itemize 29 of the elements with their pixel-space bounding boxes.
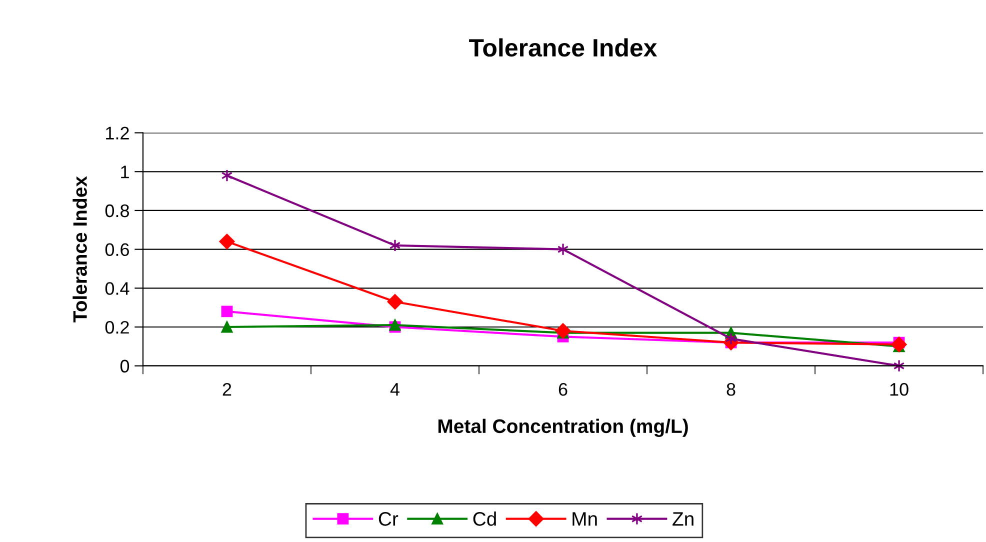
x-tick-label: 4 (390, 383, 400, 396)
x-axis-title: Metal Concentration (mg/L) (438, 418, 688, 438)
legend-label: Zn (672, 512, 694, 526)
y-tick-label: 1.2 (106, 126, 129, 140)
point (221, 169, 233, 182)
point (555, 323, 571, 339)
y-axis-title: Tolerance Index (72, 176, 87, 322)
y-tick-label: 0.6 (105, 243, 129, 256)
point (221, 306, 233, 318)
y-tick-label: 0.2 (105, 320, 129, 334)
y-tick-label: 0 (120, 360, 130, 373)
y-tick-label: 1 (121, 166, 129, 178)
x-tick-label: 2 (222, 382, 232, 396)
legend-label: Mn (572, 512, 597, 526)
y-tick-label: 0.4 (105, 282, 130, 295)
x-tick-label: 8 (726, 382, 736, 396)
chart-title: Tolerance Index (469, 38, 658, 57)
x-tick-label: 10 (890, 382, 908, 396)
legend-label: Cr (378, 512, 398, 526)
point (387, 294, 403, 310)
point (557, 242, 569, 256)
point (891, 336, 907, 352)
y-tick-label: 0.8 (105, 204, 129, 218)
x-tick-label: 6 (558, 382, 568, 396)
point (221, 321, 233, 333)
point (219, 234, 235, 250)
point (725, 332, 737, 346)
legend-label: Cd (473, 512, 496, 526)
point (389, 239, 401, 252)
